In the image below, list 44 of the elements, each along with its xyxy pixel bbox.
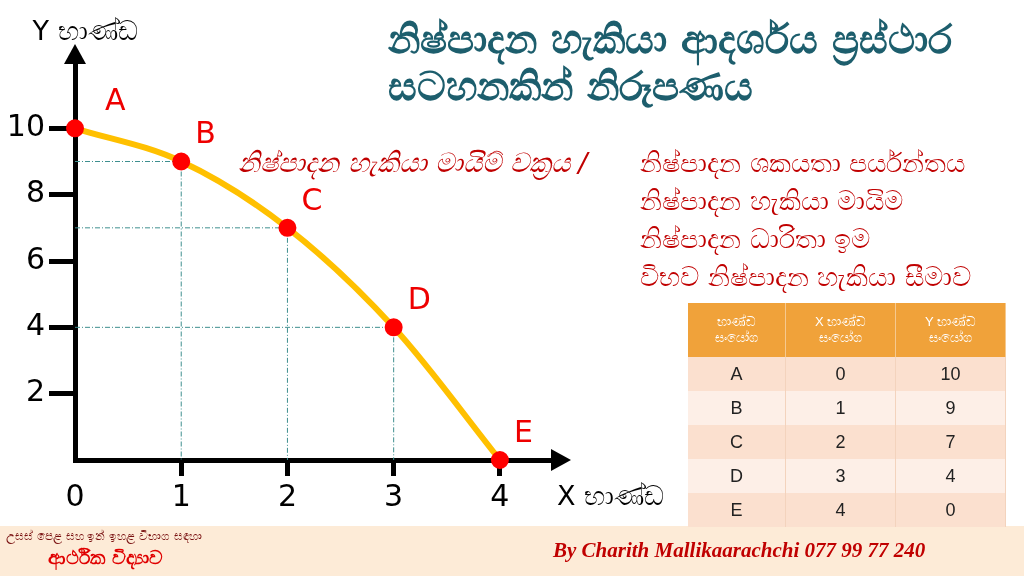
x-tick-label: 4 bbox=[490, 477, 510, 513]
x-tick-label: 0 bbox=[65, 477, 85, 513]
annotation: A bbox=[105, 82, 126, 118]
x-tick-label: 3 bbox=[384, 477, 404, 513]
point bbox=[490, 451, 509, 469]
data-label: 2 bbox=[785, 425, 896, 459]
annotation: නිෂ්පාදන හැකියා මායිම් වක්‍රය / bbox=[238, 146, 588, 180]
annotation: D bbox=[407, 281, 431, 317]
x-tick-label: 2 bbox=[277, 477, 297, 513]
point bbox=[66, 119, 84, 138]
data-label: 0 bbox=[785, 357, 896, 391]
x-tick-label: X භාණ්ඩ සංයෝග bbox=[785, 303, 896, 357]
x-tick-label: Y භාණ්ඩ සංයෝග bbox=[895, 303, 1006, 357]
text: නිෂ්පාදන හැකියා ආදර්ශය ප්‍රස්ථාර සටහනකින් නිරූපණය bbox=[388, 16, 954, 110]
text: උසස් පෙළ සහ ඉන් ඉහළ විභාග සඳහා bbox=[6, 529, 202, 543]
annotation: C bbox=[301, 181, 323, 217]
y-tick-label: 6 bbox=[25, 240, 45, 276]
y-tick-label: 10 bbox=[6, 108, 45, 144]
y-tick-label: 2 bbox=[25, 373, 45, 409]
y-tick-label: 8 bbox=[25, 174, 45, 210]
x-axis-title: X භාණ්ඩ bbox=[557, 480, 665, 512]
text: By Charith Mallikaarachchi 077 99 77 240 bbox=[553, 538, 926, 563]
text: නිෂ්පාදන හැකියා මායිම bbox=[640, 184, 904, 218]
y-axis-title: භාණ්ඩ සංයෝග bbox=[688, 303, 786, 357]
y-tick-label: C bbox=[688, 425, 786, 459]
annotation: E bbox=[513, 413, 533, 449]
x-tick-label: 1 bbox=[171, 477, 191, 513]
point bbox=[172, 152, 191, 171]
point bbox=[278, 218, 297, 237]
text: නිෂ්පාදන ධාරිතා ඉම bbox=[640, 222, 871, 256]
text: විභව නිෂ්පාදන හැකියා සීමාව bbox=[640, 260, 971, 294]
y-tick-label: A bbox=[688, 357, 786, 391]
annotation: B bbox=[195, 115, 216, 151]
data-label: 7 bbox=[895, 425, 1006, 459]
point bbox=[384, 318, 403, 337]
y-axis-title: Y භාණ්ඩ bbox=[31, 15, 138, 46]
y-tick-label: D bbox=[688, 459, 786, 493]
text: ආර්ථික විද්‍යාව bbox=[48, 546, 163, 569]
data-label: 9 bbox=[895, 391, 1006, 425]
text: නිෂ්පාදන ශකයතා පර්යන්තය bbox=[640, 146, 966, 180]
y-tick-label: B bbox=[688, 391, 786, 425]
y-tick-label: E bbox=[688, 493, 786, 527]
data-label: 1 bbox=[785, 391, 896, 425]
data-label: 10 bbox=[895, 357, 1006, 391]
